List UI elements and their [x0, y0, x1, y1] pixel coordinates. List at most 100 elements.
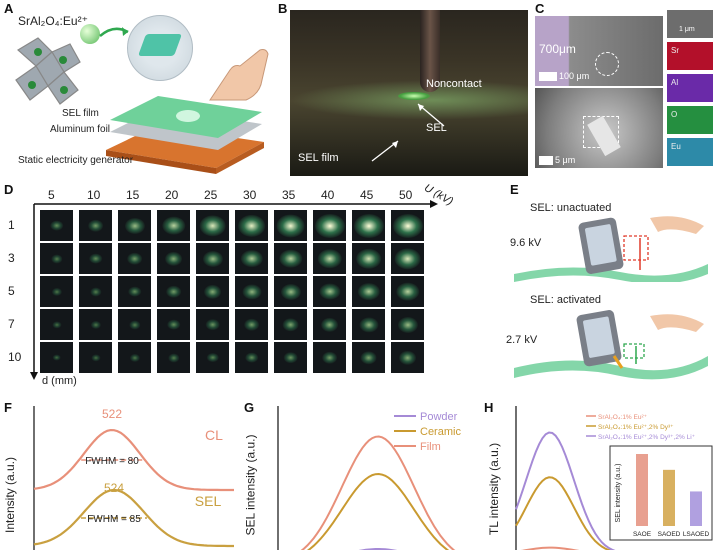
glow-spot	[52, 354, 61, 361]
luminescence-cell	[40, 243, 73, 274]
chart-f: 522 CL FWHM = 80 524 SEL FWHM = 85	[33, 406, 234, 550]
legend-label: SrAl₂O₄:1% Eu²⁺,2% Dy³⁺	[598, 424, 674, 431]
luminescence-cell	[274, 243, 307, 274]
inset-bar	[690, 491, 702, 526]
voltage-unactuated: 9.6 kV	[510, 237, 542, 249]
luminescence-cell	[118, 309, 151, 340]
glow-spot	[360, 350, 377, 365]
luminescence-cell	[79, 243, 112, 274]
luminescence-cell	[313, 309, 346, 340]
luminescence-cell	[157, 342, 190, 373]
luminescence-cell	[391, 276, 424, 307]
luminescence-cell	[391, 342, 424, 373]
glow-spot	[51, 287, 62, 296]
axis-arrows	[30, 200, 438, 380]
unactuated-label: SEL: unactuated	[530, 202, 612, 214]
glow-spot	[126, 252, 143, 265]
series-name-label: SEL	[195, 493, 222, 509]
luminescence-cell	[196, 309, 229, 340]
glow-spot	[395, 282, 420, 301]
panel-letter-d: D	[4, 182, 14, 197]
voltage-tick-label: 20	[165, 188, 179, 202]
legend-label: SrAl₂O₄:1% Eu²⁺	[598, 414, 648, 421]
glow-spot	[283, 351, 298, 364]
h-ylabel: TL intensity (a.u.)	[487, 442, 502, 536]
crystal-structure-illustration	[15, 37, 81, 105]
distance-labels: 1 3 5 7 10	[0, 182, 30, 392]
voltage-activated: 2.7 kV	[506, 334, 538, 346]
luminescence-cell	[352, 243, 385, 274]
sheet-top-illustration	[514, 216, 708, 282]
compound-label: SrAl₂O₄:Eu²⁺	[18, 14, 88, 28]
glow-spot	[51, 320, 62, 329]
luminescence-cell	[40, 210, 73, 241]
distance-tick-label: 1	[8, 218, 15, 232]
layered-device-illustration	[106, 96, 264, 174]
glow-spot	[203, 284, 222, 299]
luminescence-cell	[79, 210, 112, 241]
sel-film-photo-label: SEL film	[298, 152, 339, 164]
inset-bar	[663, 469, 675, 526]
magnified-film-circle	[127, 15, 193, 81]
glow-spot	[353, 213, 384, 238]
legend-label: SrAl₂O₄:1% Eu²⁺,2% Dy³⁺,2% Li⁺	[598, 434, 696, 441]
glow-spot	[50, 253, 63, 264]
glow-spot	[161, 216, 186, 235]
voltage-tick-label: 10	[87, 188, 101, 202]
sel-film-label: SEL film	[62, 108, 99, 119]
spectrum-line-film	[300, 435, 456, 550]
luminescence-cell	[118, 210, 151, 241]
luminescence-cell	[79, 309, 112, 340]
eds-sem-reference	[667, 10, 713, 38]
luminescence-cell	[391, 210, 424, 241]
generator-label: Static electricity generator	[18, 155, 134, 166]
luminescence-cell	[118, 243, 151, 274]
voltage-tick-label: 40	[321, 188, 335, 202]
arrow-icon	[99, 27, 129, 37]
voltage-tick-label: 30	[243, 188, 257, 202]
voltage-tick-label: 5	[48, 188, 55, 202]
luminescence-cell	[313, 276, 346, 307]
glow-spot	[199, 214, 226, 237]
sel-label: SEL	[426, 122, 447, 134]
luminescence-cell	[157, 309, 190, 340]
luminescence-cell	[352, 276, 385, 307]
panel-a: A SrAl₂O₄:Eu²⁺ SEL film Aluminum foil St…	[0, 0, 272, 178]
distance-tick-label: 3	[8, 251, 15, 265]
scale-bar-5um: 5 μm	[539, 156, 575, 165]
glow-spot	[359, 316, 378, 333]
legend-label: Film	[420, 441, 441, 453]
luminescence-cell	[118, 276, 151, 307]
luminescence-cell	[79, 276, 112, 307]
glow-spot	[206, 352, 219, 363]
luminescence-cell	[352, 210, 385, 241]
thickness-label: 700μm	[539, 42, 576, 56]
luminescence-cell	[118, 342, 151, 373]
luminescence-cell	[352, 342, 385, 373]
glow-spot	[314, 213, 345, 238]
distance-tick-label: 7	[8, 317, 15, 331]
fwhm-label: FWHM = 80	[85, 456, 139, 467]
sel-photo	[290, 10, 528, 176]
glow-spot	[128, 319, 141, 330]
eu-ion-sphere	[80, 24, 100, 44]
glow-spot	[397, 316, 418, 333]
glow-spot	[242, 283, 261, 300]
glow-spot	[392, 213, 423, 238]
panel-letter-b: B	[278, 1, 288, 16]
glow-spot	[87, 219, 104, 232]
panel-e: E SEL: unactuated 9.6 kV SEL: activated …	[470, 182, 715, 392]
luminescence-cell	[235, 276, 268, 307]
panel-c: C 700μm 100 μm 5 μm 1 μm Sr Al O Eu	[535, 0, 715, 178]
glow-spot	[164, 251, 183, 266]
voltage-tick-label: 35	[282, 188, 296, 202]
luminescence-cell	[157, 210, 190, 241]
aluminum-foil-label: Aluminum foil	[50, 124, 111, 135]
luminescence-cell	[157, 276, 190, 307]
luminescence-cell	[79, 342, 112, 373]
glow-spot	[276, 213, 305, 238]
glow-spot	[90, 320, 101, 329]
tl-curve	[520, 546, 580, 550]
glow-spot	[88, 253, 103, 264]
distance-tick-label: 10	[8, 350, 22, 364]
